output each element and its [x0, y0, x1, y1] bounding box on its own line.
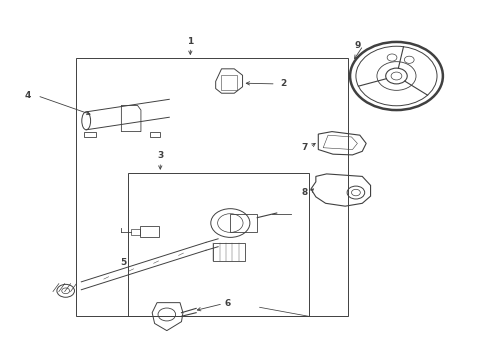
Bar	[84, 132, 96, 137]
Text: 3: 3	[157, 151, 163, 160]
Text: 7: 7	[301, 143, 308, 152]
Bar	[213, 243, 245, 261]
Text: 1: 1	[187, 36, 194, 45]
Bar	[140, 226, 159, 237]
Text: 8: 8	[301, 188, 308, 197]
Text: 6: 6	[225, 299, 231, 308]
Bar	[128, 173, 309, 316]
Text: 2: 2	[280, 80, 286, 89]
Text: 5: 5	[121, 258, 127, 267]
Bar	[230, 214, 257, 232]
Bar	[150, 132, 160, 137]
Bar	[220, 75, 237, 90]
Text: 9: 9	[354, 41, 361, 50]
Bar	[131, 229, 140, 234]
Bar	[76, 58, 347, 316]
Text: 4: 4	[24, 91, 31, 100]
